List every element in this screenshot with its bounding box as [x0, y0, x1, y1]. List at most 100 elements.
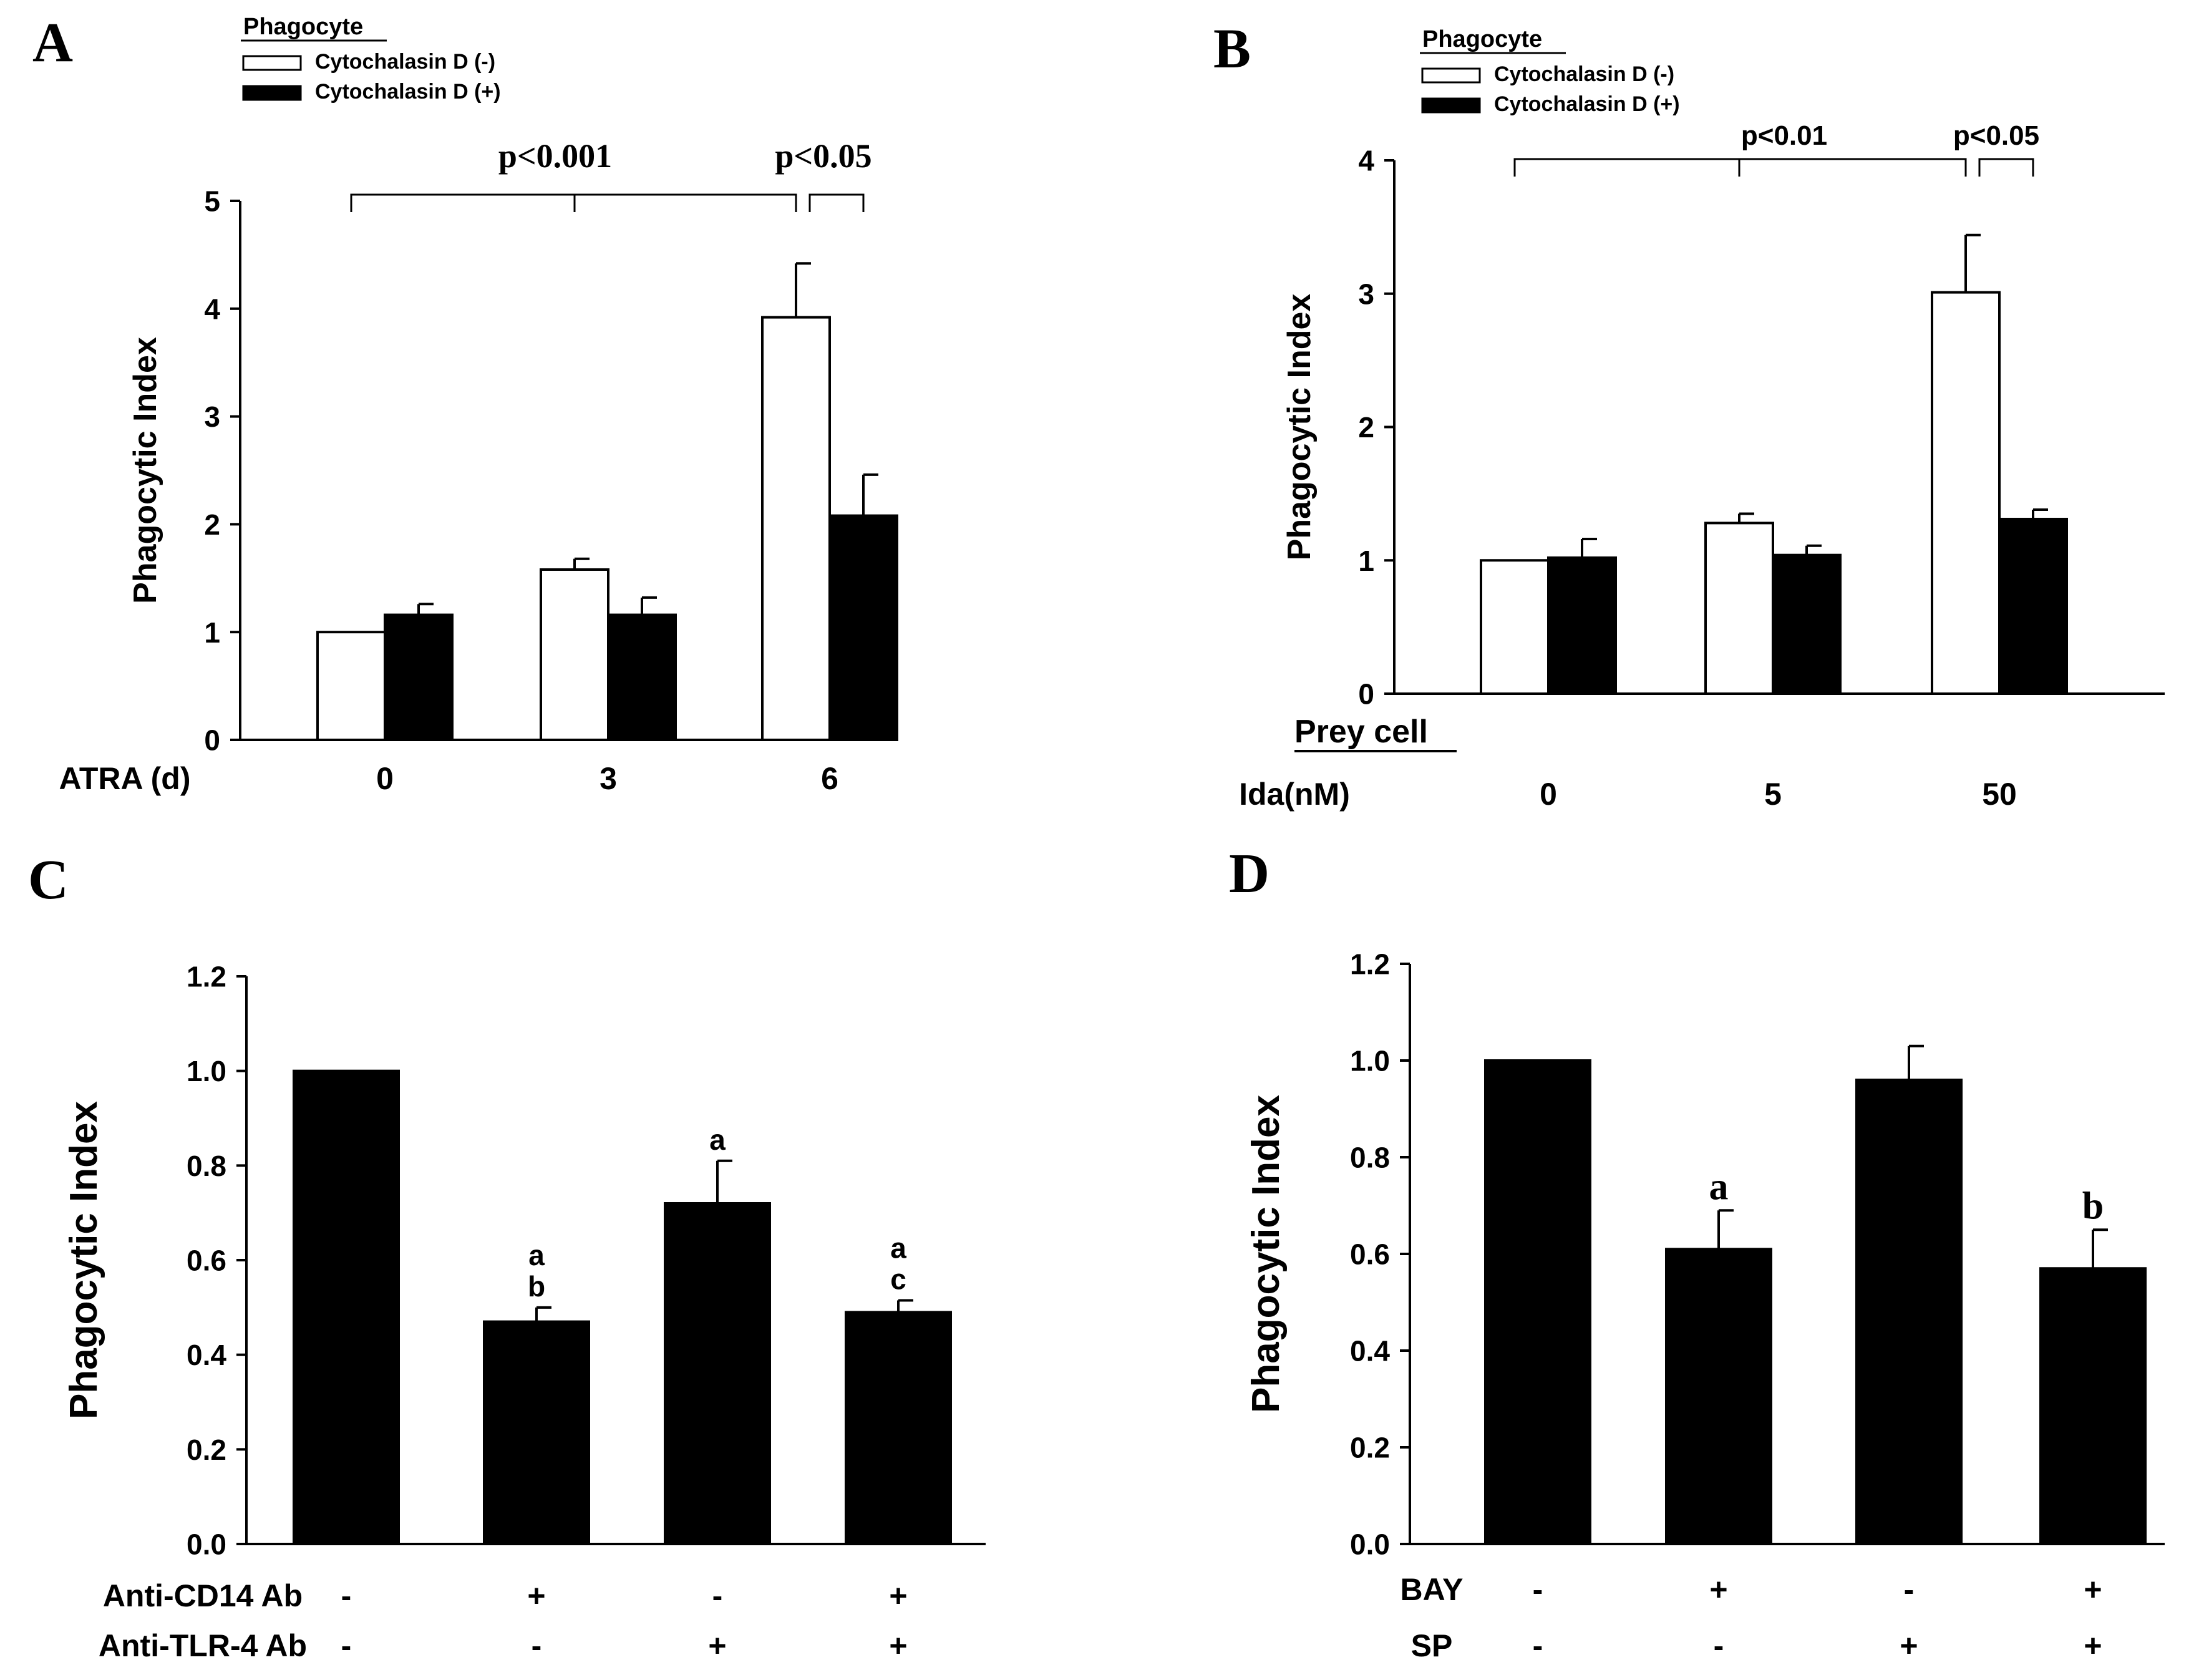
y-tick-label: 0.4 — [1350, 1335, 1390, 1367]
y-tick-label: 4 — [204, 293, 220, 325]
bar — [1480, 559, 1550, 695]
panel-d: D 0.0 0.2 0.4 0.6 0.8 1.0 1.2 Phagocytic Index a b… — [1229, 843, 2165, 1663]
factor-value: - — [341, 1628, 352, 1663]
y-tick-label: 0.6 — [187, 1245, 226, 1277]
significance-bracket — [350, 193, 797, 212]
factor-value: 6 — [821, 761, 838, 796]
panel-letter-a: A — [32, 12, 73, 74]
y-tick-label: 0.0 — [1350, 1528, 1390, 1561]
y-tick-label: 0 — [204, 724, 220, 757]
factor-row-label: Ida(nM) — [1239, 777, 1350, 812]
y-tick-label: 0.4 — [187, 1339, 226, 1371]
bar — [1547, 556, 1617, 695]
bar — [384, 613, 454, 741]
bar-annotation-label: c — [890, 1263, 906, 1295]
y-tick-label: 5 — [204, 185, 220, 218]
bar — [1704, 522, 1774, 696]
bar — [540, 568, 609, 741]
bar — [828, 514, 898, 741]
bar — [761, 316, 831, 741]
y-tick-label: 0.8 — [1350, 1142, 1390, 1174]
bar — [1998, 517, 2068, 695]
factor-row-label: SP — [1411, 1628, 1453, 1663]
factor-value: 0 — [376, 761, 394, 796]
factor-value: + — [2084, 1572, 2102, 1607]
legend-title: Phagocyte — [243, 14, 363, 40]
significance-label: p<0.05 — [1953, 120, 2039, 151]
factor-value: - — [1533, 1628, 1543, 1663]
significance-bracket — [1978, 158, 2034, 177]
bar-annotation-label: b — [2082, 1185, 2104, 1227]
legend-label: Cytochalasin D (-) — [1494, 62, 1674, 86]
legend-label: Cytochalasin D (-) — [315, 50, 495, 74]
panel-letter-b: B — [1213, 18, 1251, 80]
y-tick-label: 4 — [1358, 145, 1374, 177]
bar-annotation-label: a — [709, 1124, 726, 1156]
factor-value: - — [532, 1628, 542, 1663]
y-tick-label: 1 — [1358, 545, 1374, 577]
bar-annotation-label: a — [890, 1231, 906, 1264]
significance-label: p<0.001 — [498, 137, 612, 175]
legend-swatch — [242, 85, 302, 101]
bar — [2039, 1267, 2147, 1545]
y-tick-label: 2 — [204, 508, 220, 541]
bar — [664, 1202, 771, 1545]
significance-bracket — [808, 193, 865, 212]
bar — [1855, 1079, 1963, 1545]
factor-value: + — [527, 1578, 545, 1613]
factor-value: - — [1904, 1572, 1915, 1607]
significance-label: p<0.01 — [1741, 120, 1827, 151]
bar — [607, 613, 677, 741]
y-tick-label: 0.6 — [1350, 1238, 1390, 1271]
factor-row-label: Anti-TLR-4 Ab — [99, 1628, 307, 1663]
y-tick-label: 0.2 — [187, 1434, 226, 1466]
factor-row-label: ATRA (d) — [59, 761, 190, 796]
y-tick-label: 3 — [1358, 278, 1374, 310]
legend-title: Phagocyte — [1422, 26, 1542, 52]
bar-annotation-label: a — [528, 1239, 545, 1271]
legend-swatch — [242, 55, 302, 71]
y-tick-label: 0.2 — [1350, 1432, 1390, 1464]
factor-value: + — [2084, 1628, 2102, 1663]
factor-value: - — [712, 1578, 723, 1613]
bar — [1665, 1248, 1772, 1545]
y-tick-label: 1.2 — [187, 961, 226, 993]
bar — [1772, 553, 1842, 696]
y-tick-label: 0 — [1358, 678, 1374, 711]
significance-bracket — [1513, 158, 1967, 177]
y-tick-label: 2 — [1358, 411, 1374, 444]
significance-label: p<0.05 — [775, 137, 871, 175]
factor-value: + — [1900, 1628, 1918, 1663]
factor-value: 50 — [1982, 777, 2017, 812]
bar — [1484, 1059, 1591, 1545]
bar — [1931, 291, 2001, 695]
y-tick-label: 1.0 — [187, 1055, 226, 1087]
factor-value: + — [1709, 1572, 1727, 1607]
legend-swatch — [1421, 97, 1481, 114]
y-axis-label: Phagocytic Index — [1245, 1095, 1288, 1413]
factor-row-label: Anti-CD14 Ab — [103, 1578, 303, 1613]
factor-header: Prey cell — [1294, 714, 1428, 750]
y-axis-label: Phagocytic Index — [62, 1101, 105, 1419]
y-tick-label: 1.2 — [1350, 948, 1390, 981]
factor-value: - — [1714, 1628, 1724, 1663]
panel-letter-c: C — [28, 849, 69, 911]
bar — [293, 1069, 400, 1545]
factor-row-label: BAY — [1401, 1572, 1464, 1607]
bar — [316, 631, 386, 742]
y-tick-label: 0.0 — [187, 1528, 226, 1561]
factor-value: 3 — [600, 761, 617, 796]
y-axis-label: Phagocytic Index — [1281, 294, 1318, 561]
y-tick-label: 1 — [204, 616, 220, 649]
bar-annotation-label: b — [528, 1270, 545, 1303]
factor-value: 0 — [1540, 777, 1557, 812]
y-tick-label: 1.0 — [1350, 1045, 1390, 1077]
bar — [845, 1311, 952, 1546]
factor-value: 5 — [1764, 777, 1782, 812]
panel-letter-d: D — [1229, 843, 1269, 905]
legend-swatch — [1421, 67, 1481, 84]
bar-annotation-label: a — [1709, 1165, 1729, 1208]
y-tick-label: 0.8 — [187, 1150, 226, 1182]
